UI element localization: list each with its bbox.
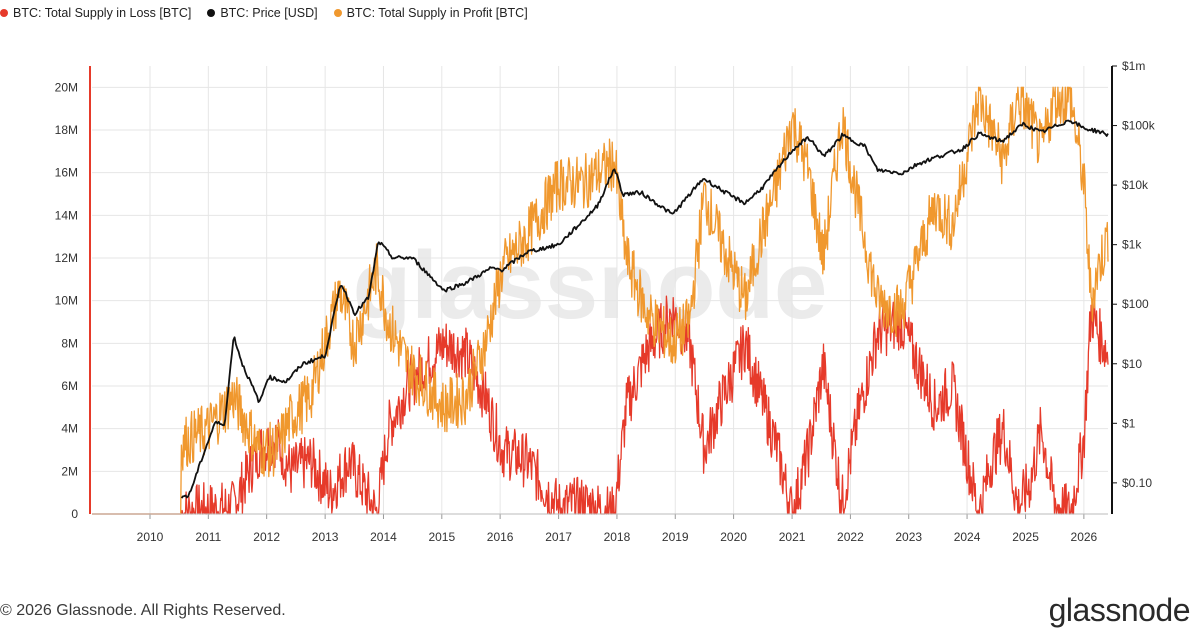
legend-label-profit: BTC: Total Supply in Profit [BTC] xyxy=(346,6,528,20)
x-tick-label: 2017 xyxy=(545,530,572,544)
y-right-tick-label: $100 xyxy=(1122,297,1149,311)
x-tick-label: 2022 xyxy=(837,530,864,544)
legend-dot-loss xyxy=(0,9,8,17)
x-tick-label: 2026 xyxy=(1071,530,1098,544)
y-left-tick-label: 2M xyxy=(61,464,78,478)
y-right-tick-label: $10 xyxy=(1122,357,1142,371)
x-tick-label: 2010 xyxy=(137,530,164,544)
x-tick-label: 2024 xyxy=(954,530,981,544)
series-line xyxy=(92,86,1109,515)
series-line xyxy=(180,119,1109,499)
y-left-tick-label: 14M xyxy=(55,208,78,222)
y-right-tick-label: $0.10 xyxy=(1122,476,1152,490)
x-tick-label: 2025 xyxy=(1012,530,1039,544)
y-left-tick-label: 4M xyxy=(61,422,78,436)
legend-item-price[interactable]: BTC: Price [USD] xyxy=(207,4,318,22)
legend-item-loss[interactable]: BTC: Total Supply in Loss [BTC] xyxy=(0,4,191,22)
y-left-tick-label: 18M xyxy=(55,123,78,137)
series-loss xyxy=(92,295,1109,515)
legend-dot-price xyxy=(207,9,216,17)
legend-label-loss: BTC: Total Supply in Loss [BTC] xyxy=(13,6,192,20)
series-line xyxy=(92,295,1109,515)
legend-label-price: BTC: Price [USD] xyxy=(220,6,318,20)
y-right-tick-label: $1k xyxy=(1122,238,1142,252)
x-tick-label: 2019 xyxy=(662,530,689,544)
x-tick-label: 2013 xyxy=(312,530,339,544)
y-left-tick-label: 0 xyxy=(71,507,78,521)
x-tick-label: 2011 xyxy=(195,530,221,544)
x-tick-label: 2023 xyxy=(895,530,922,544)
chart-canvas: glassnode 0 2M 4M 6M 8M 10M 12M 14M 16M 18M 20M 201… xyxy=(55,59,1156,544)
series-profit xyxy=(92,86,1109,515)
y-left-tick-label: 10M xyxy=(55,294,78,308)
x-tick-label: 2014 xyxy=(370,530,397,544)
axes: 0 2M 4M 6M 8M 10M 12M 14M 16M 18M 20M 2010 2011 2012 2… xyxy=(55,59,1156,544)
series-layer xyxy=(92,86,1109,515)
x-tick-label: 2012 xyxy=(253,530,280,544)
legend-item-profit[interactable]: BTC: Total Supply in Profit [BTC] xyxy=(333,4,528,22)
watermark-text: glassnode xyxy=(353,232,828,339)
x-tick-label: 2016 xyxy=(487,530,514,544)
x-tick-label: 2015 xyxy=(428,530,455,544)
legend-dot-profit xyxy=(333,9,342,17)
glassnode-logo[interactable]: glassnode xyxy=(1048,592,1191,628)
y-left-tick-label: 20M xyxy=(55,80,78,94)
y-left-tick-label: 6M xyxy=(61,379,78,393)
x-tick-label: 2020 xyxy=(720,530,747,544)
x-tick-label: 2021 xyxy=(779,530,806,544)
y-left-tick-label: 16M xyxy=(55,166,78,180)
y-left-tick-label: 12M xyxy=(55,251,78,265)
series-price xyxy=(180,119,1109,499)
chart-legend: BTC: Total Supply in Loss [BTC] BTC: Pri… xyxy=(0,4,528,22)
copyright-text: © 2026 Glassnode. All Rights Reserved. xyxy=(0,602,286,619)
y-right-tick-label: $1 xyxy=(1122,416,1136,430)
x-tick-label: 2018 xyxy=(604,530,631,544)
y-left-tick-label: 8M xyxy=(61,336,78,350)
y-right-tick-label: $10k xyxy=(1122,178,1149,192)
y-right-tick-label: $100k xyxy=(1122,119,1156,133)
y-right-tick-label: $1m xyxy=(1122,59,1145,73)
